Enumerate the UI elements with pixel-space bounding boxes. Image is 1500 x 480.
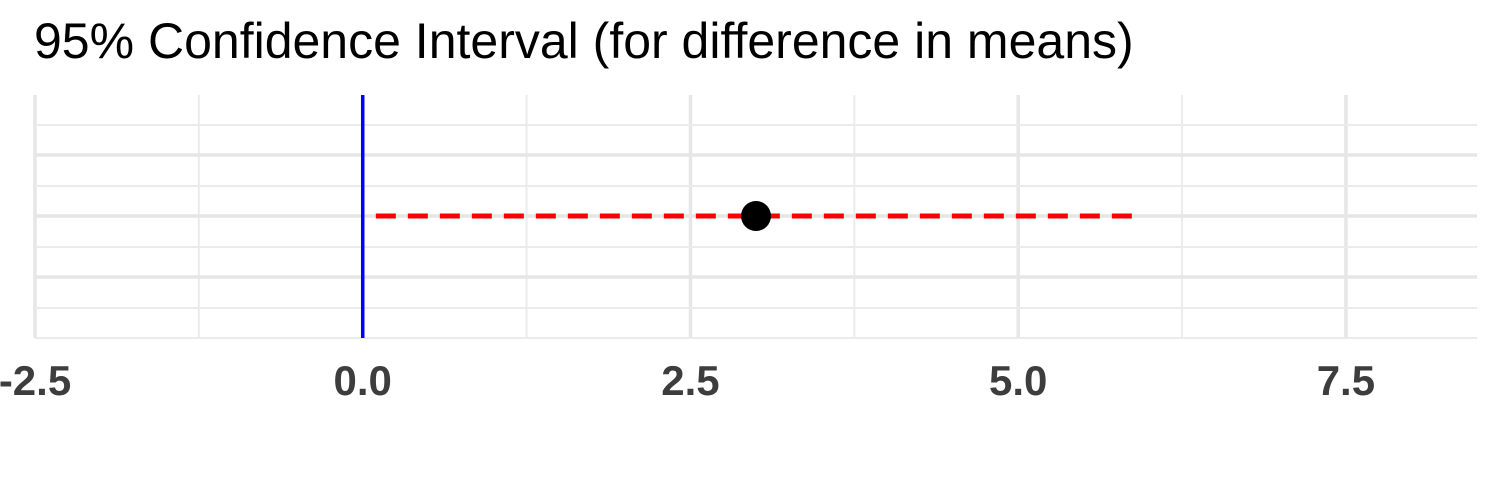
x-tick-label-3: 5.0 [989, 357, 1047, 404]
chart-marks [360, 95, 1143, 338]
x-axis-tick-labels: -2.5 0.0 2.5 5.0 7.5 [0, 357, 1375, 404]
chart-title: 95% Confidence Interval (for difference … [34, 13, 1134, 69]
x-tick-label-4: 7.5 [1317, 357, 1375, 404]
x-tick-label-0: -2.5 [0, 357, 71, 404]
grid-horizontal [35, 124, 1477, 339]
x-tick-label-1: 0.0 [334, 357, 392, 404]
point-estimate-marker [741, 201, 771, 231]
x-tick-label-2: 2.5 [661, 357, 719, 404]
